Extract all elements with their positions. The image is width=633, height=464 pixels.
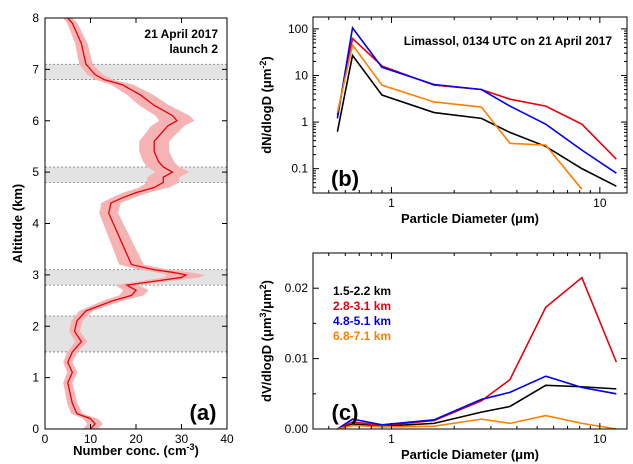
x-tick-label: 1 bbox=[388, 196, 395, 210]
y-axis-label-text: dV/dlogD (μm bbox=[259, 318, 274, 403]
x-tick-label: 0 bbox=[42, 432, 49, 446]
panel-label-b: (b) bbox=[331, 166, 359, 191]
legend-entry: 2.8-3.1 km bbox=[333, 299, 391, 313]
y-tick-label: 0.00 bbox=[285, 422, 309, 436]
y-axis-label-text: dN/dlogD (μm bbox=[259, 69, 274, 154]
y-axis-label-end: ) bbox=[259, 280, 274, 284]
y-axis-label-tail: ) bbox=[259, 56, 274, 60]
series-line-6.8-7.1 km bbox=[336, 43, 583, 190]
series-line-4.8-5.1 km bbox=[336, 25, 617, 174]
y-tick-label: 0 bbox=[32, 422, 39, 436]
annotation-launch: launch 2 bbox=[169, 42, 218, 56]
y-tick-label: 0.1 bbox=[291, 162, 308, 176]
x-tick-label: 40 bbox=[220, 432, 234, 446]
x-tick-label: 10 bbox=[593, 432, 607, 446]
x-axis-label-text: Number conc. (cm bbox=[73, 443, 186, 458]
x-axis-label: Particle Diameter (μm) bbox=[401, 211, 539, 226]
y-tick-label: 4 bbox=[32, 217, 39, 231]
y-tick-label: 3 bbox=[32, 268, 39, 282]
y-axis-label: dV/dlogD (μm3/μm2) bbox=[258, 280, 274, 402]
series-line-2.8-3.1 km bbox=[336, 36, 617, 160]
chart-title: Limassol, 0134 UTC on 21 April 2017 bbox=[404, 34, 613, 48]
legend-entry: 6.8-7.1 km bbox=[333, 329, 391, 343]
series-line-1.5-2.2 km bbox=[337, 384, 617, 430]
x-tick-label: 30 bbox=[175, 432, 189, 446]
x-axis-label-tail: ) bbox=[195, 443, 199, 458]
panel-a: 0 10 20 30 40 0 1 2 3 4 5 6 7 8 Number conc. (cm-3) Alt… bbox=[10, 11, 234, 458]
shaded-layer bbox=[45, 166, 227, 183]
y-tick-label: 100 bbox=[288, 22, 308, 36]
uncertainty-band bbox=[63, 18, 205, 429]
series-line-2.8-3.1 km bbox=[337, 276, 618, 430]
y-tick-label: 7 bbox=[32, 62, 39, 76]
y-tick-label: 1 bbox=[32, 371, 39, 385]
annotation-date: 21 April 2017 bbox=[144, 27, 218, 41]
y-tick-label: 0.02 bbox=[285, 281, 309, 295]
y-tick-label: 10 bbox=[295, 68, 309, 82]
shaded-layer bbox=[45, 64, 227, 80]
y-tick-label: 0.01 bbox=[285, 352, 309, 366]
y-tick-label: 6 bbox=[32, 114, 39, 128]
series-line-6.8-7.1 km bbox=[337, 414, 617, 430]
y-axis-label-sup: -2 bbox=[258, 61, 268, 69]
x-tick-label: 10 bbox=[593, 196, 607, 210]
x-tick-label: 10 bbox=[84, 432, 98, 446]
x-axis-label-sup: -3 bbox=[187, 442, 195, 452]
y-axis-label: dN/dlogD (μm-2) bbox=[258, 56, 274, 154]
plot-frame bbox=[312, 252, 628, 430]
panel-c: 1 10 0.00 0.01 0.02 Particle Diameter (μm) dV/… bbox=[258, 252, 628, 462]
y-axis-label: Altitude (km) bbox=[10, 184, 25, 263]
y-tick-label: 8 bbox=[32, 11, 39, 25]
x-axis-label: Number conc. (cm-3) bbox=[73, 442, 199, 458]
profile-line bbox=[67, 17, 188, 430]
legend-entry: 4.8-5.1 km bbox=[333, 314, 391, 328]
y-axis-label-tail: /μm bbox=[259, 289, 274, 312]
x-tick-label: 20 bbox=[129, 432, 143, 446]
y-axis-label-sup2: 2 bbox=[258, 284, 268, 289]
panel-label-a: (a) bbox=[190, 400, 217, 425]
series-line-1.5-2.2 km bbox=[336, 53, 617, 187]
y-axis-label-sup: 3 bbox=[258, 312, 268, 317]
y-tick-label: 5 bbox=[32, 165, 39, 179]
plot-frame bbox=[312, 16, 628, 194]
series-line-4.8-5.1 km bbox=[336, 375, 617, 430]
x-tick-label: 1 bbox=[388, 432, 395, 446]
legend-entry: 1.5-2.2 km bbox=[333, 284, 391, 298]
panel-label-c: (c) bbox=[332, 400, 359, 425]
panel-b: 1 10 0.1 1 10 100 Particle Diameter (μm) dN/dlo… bbox=[258, 16, 628, 226]
y-tick-label: 1 bbox=[301, 115, 308, 129]
x-axis-label: Particle Diameter (μm) bbox=[401, 447, 539, 462]
y-tick-label: 2 bbox=[32, 319, 39, 333]
